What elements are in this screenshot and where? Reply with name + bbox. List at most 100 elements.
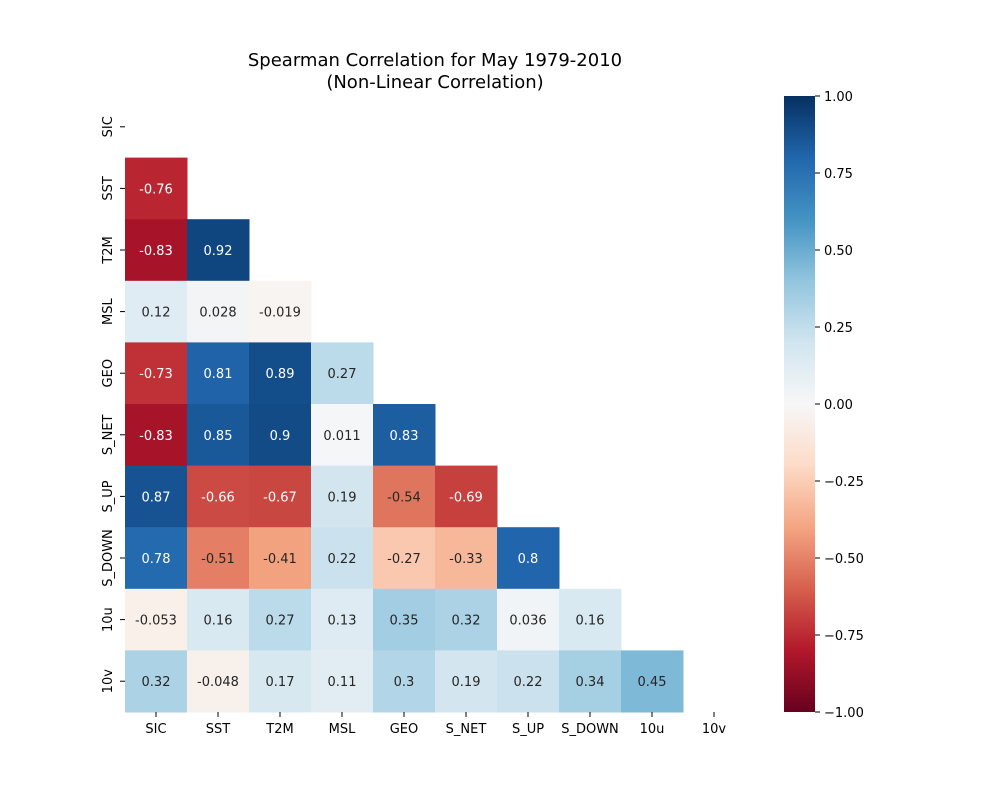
heatmap-cell bbox=[311, 465, 374, 528]
heatmap-cell bbox=[373, 588, 436, 651]
heatmap-cell bbox=[125, 588, 188, 651]
row-tick-label: S_UP bbox=[101, 480, 116, 512]
heatmap-cell bbox=[249, 650, 312, 713]
heatmap-cell bbox=[187, 280, 250, 343]
heatmap-cell bbox=[435, 650, 498, 713]
chart-subtitle: (Non-Linear Correlation) bbox=[326, 72, 543, 93]
heatmap-cell bbox=[497, 650, 560, 713]
row-tick-label: MSL bbox=[101, 297, 116, 324]
heatmap-cell bbox=[187, 465, 250, 528]
colorbar-tick-label: −0.25 bbox=[824, 475, 864, 490]
heatmap-cell bbox=[187, 342, 250, 405]
cell-value-label: 0.32 bbox=[452, 614, 481, 629]
cell-value-label: 0.011 bbox=[323, 429, 360, 444]
heatmap-cell bbox=[125, 650, 188, 713]
column-tick-label: T2M bbox=[265, 722, 293, 737]
column-tick-label: 10v bbox=[702, 722, 727, 737]
cell-value-label: -0.51 bbox=[201, 552, 235, 567]
heatmap-cell bbox=[497, 527, 560, 590]
heatmap-cell bbox=[373, 650, 436, 713]
heatmap-cell bbox=[373, 404, 436, 467]
row-tick-label: T2M bbox=[101, 236, 116, 264]
heatmap-cell bbox=[125, 157, 188, 220]
cell-value-label: -0.76 bbox=[139, 182, 173, 197]
row-tick-label: 10v bbox=[101, 669, 116, 694]
cell-value-label: 0.11 bbox=[328, 675, 357, 690]
heatmap-cell bbox=[373, 527, 436, 590]
heatmap-cell bbox=[187, 650, 250, 713]
heatmap-cell bbox=[125, 280, 188, 343]
chart-title: Spearman Correlation for May 1979-2010 bbox=[248, 50, 622, 71]
heatmap-cell bbox=[249, 465, 312, 528]
cell-value-label: 0.81 bbox=[204, 367, 233, 382]
cell-value-label: -0.73 bbox=[139, 367, 173, 382]
cell-value-label: 0.27 bbox=[328, 367, 357, 382]
colorbar-tick-label: −0.50 bbox=[824, 552, 864, 567]
heatmap-cell bbox=[311, 650, 374, 713]
column-tick-label: S_DOWN bbox=[561, 722, 619, 737]
column-tick-label: MSL bbox=[329, 722, 356, 737]
cell-value-label: -0.33 bbox=[449, 552, 483, 567]
cell-value-label: -0.83 bbox=[139, 429, 173, 444]
row-tick-label: S_DOWN bbox=[101, 529, 116, 587]
colorbar-tick-label: −1.00 bbox=[824, 706, 864, 721]
cell-value-label: 0.13 bbox=[328, 614, 357, 629]
cell-value-label: 0.036 bbox=[509, 614, 546, 629]
heatmap-cell bbox=[373, 465, 436, 528]
row-tick-label: SIC bbox=[101, 116, 116, 137]
cell-value-label: 0.92 bbox=[204, 244, 233, 259]
heatmap-cell bbox=[125, 465, 188, 528]
heatmap-cell bbox=[187, 588, 250, 651]
cell-value-label: 0.9 bbox=[270, 429, 291, 444]
heatmap-cell bbox=[187, 404, 250, 467]
row-tick-label: SST bbox=[101, 176, 116, 201]
row-tick-label: 10u bbox=[101, 607, 116, 632]
cell-value-label: -0.41 bbox=[263, 552, 297, 567]
heatmap-cell bbox=[249, 342, 312, 405]
cell-value-label: -0.66 bbox=[201, 490, 235, 505]
colorbar-tick-label: 0.75 bbox=[824, 167, 853, 182]
cell-value-label: 0.32 bbox=[142, 675, 171, 690]
column-tick-label: GEO bbox=[390, 722, 419, 737]
colorbar-tick-labels: 1.00 0.75 0.50 0.25 0.00 −0.25 −0.50 −0.75 −1.00 bbox=[815, 90, 864, 721]
column-tick-label: S_NET bbox=[446, 722, 487, 737]
cell-value-label: 0.12 bbox=[142, 306, 171, 321]
heatmap-cell bbox=[125, 219, 188, 282]
heatmap-cell bbox=[249, 527, 312, 590]
colorbar bbox=[784, 96, 815, 712]
colorbar-tick-label: 1.00 bbox=[824, 90, 853, 105]
heatmap-cell bbox=[187, 219, 250, 282]
cell-value-label: -0.83 bbox=[139, 244, 173, 259]
cell-value-label: 0.19 bbox=[328, 490, 357, 505]
heatmap-cell bbox=[435, 588, 498, 651]
cell-value-label: 0.3 bbox=[394, 675, 415, 690]
heatmap-cells: -0.76 -0.83 0.92 0.12 0.028 -0.019 -0.73 0.81 0.… bbox=[125, 157, 684, 713]
heatmap-cell bbox=[559, 588, 622, 651]
column-tick-label: SIC bbox=[145, 722, 166, 737]
cell-value-label: 0.028 bbox=[199, 306, 236, 321]
cell-value-label: 0.87 bbox=[142, 490, 171, 505]
cell-value-label: 0.83 bbox=[390, 429, 419, 444]
heatmap-cell bbox=[435, 465, 498, 528]
row-tick-label: GEO bbox=[101, 359, 116, 388]
cell-value-label: 0.89 bbox=[266, 367, 295, 382]
cell-value-label: 0.34 bbox=[576, 675, 605, 690]
cell-value-label: 0.22 bbox=[328, 552, 357, 567]
heatmap-cell bbox=[125, 404, 188, 467]
column-tick-labels: SIC SST T2M MSL GEO S_NET S_UP S_DOWN 10u 10v bbox=[145, 712, 726, 737]
row-tick-labels: SIC SST T2M MSL GEO S_NET S_UP S_DOWN 10u 10v bbox=[101, 116, 125, 693]
cell-value-label: -0.67 bbox=[263, 490, 297, 505]
cell-value-label: -0.053 bbox=[135, 614, 177, 629]
cell-value-label: 0.8 bbox=[518, 552, 539, 567]
cell-value-label: -0.27 bbox=[387, 552, 421, 567]
heatmap-cell bbox=[497, 588, 560, 651]
heatmap-cell bbox=[621, 650, 684, 713]
heatmap-cell bbox=[311, 404, 374, 467]
colorbar-tick-label: 0.50 bbox=[824, 244, 853, 259]
cell-value-label: 0.85 bbox=[204, 429, 233, 444]
cell-value-label: -0.54 bbox=[387, 490, 421, 505]
cell-value-label: 0.35 bbox=[390, 614, 419, 629]
heatmap-cell bbox=[311, 342, 374, 405]
heatmap-cell bbox=[249, 404, 312, 467]
